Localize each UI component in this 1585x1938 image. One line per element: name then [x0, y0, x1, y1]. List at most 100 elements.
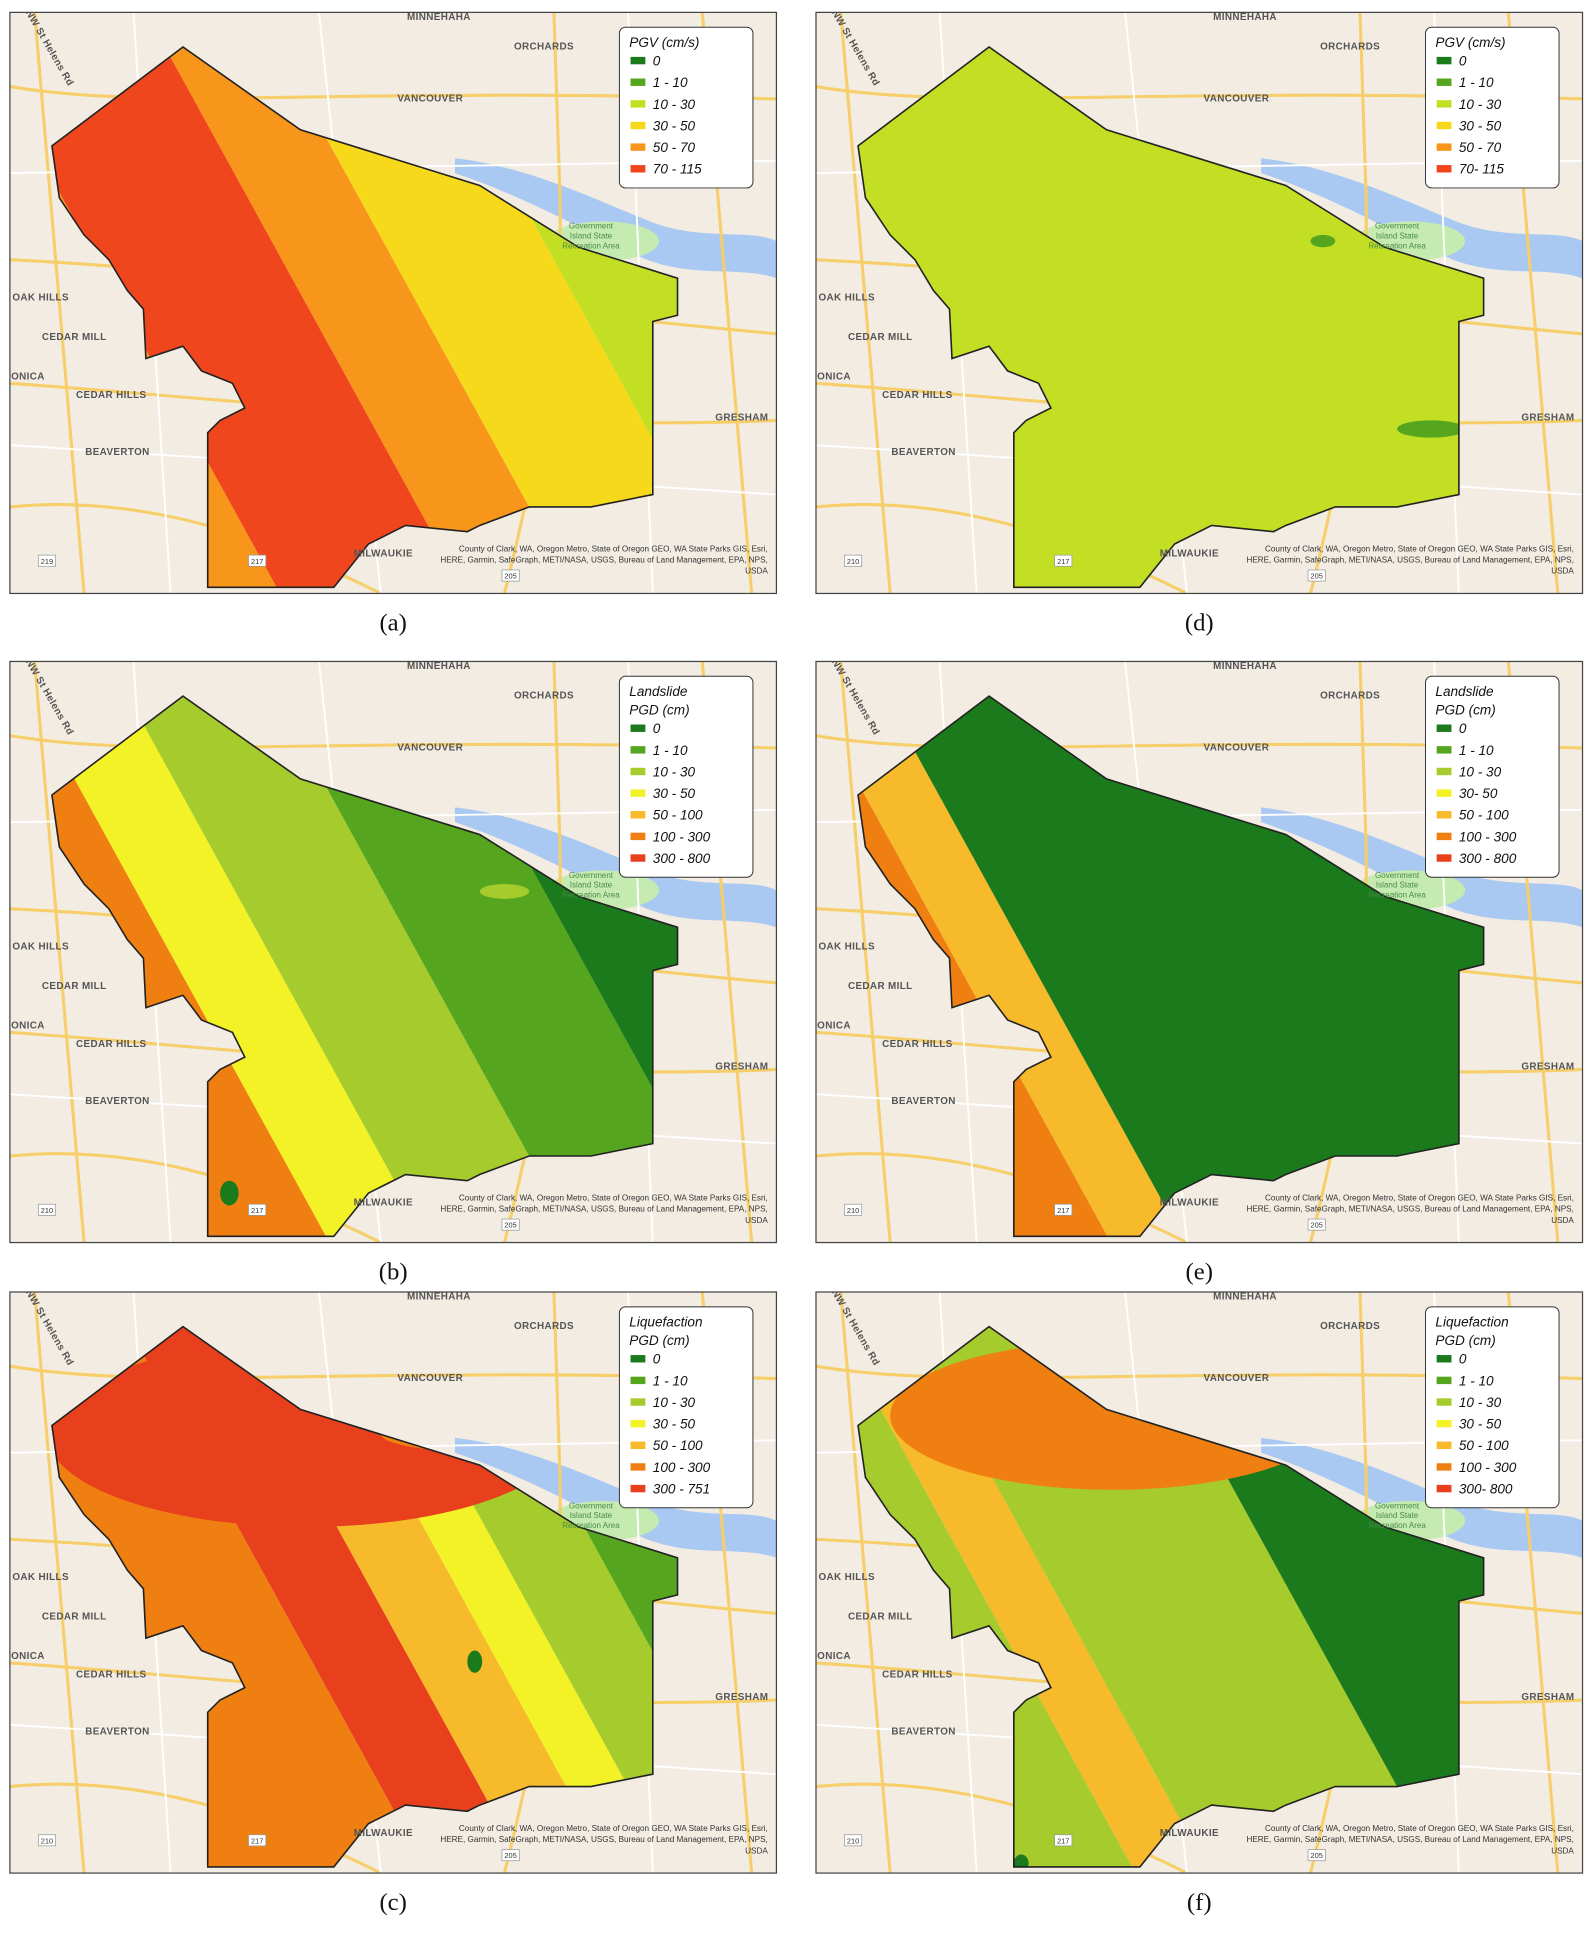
map-frame — [9, 660, 778, 1244]
legend-swatch — [630, 832, 646, 841]
legend-swatch — [1436, 165, 1452, 173]
legend-swatch — [1436, 1463, 1452, 1471]
place-label: CEDAR HILLS — [882, 1039, 953, 1050]
hazard-zone — [257, 46, 678, 588]
park-label: Government Island State Recreation Area — [562, 1501, 620, 1530]
place-label: OAK HILLS — [818, 1572, 875, 1583]
park-label: Government Island State Recreation Area — [562, 871, 620, 900]
road — [815, 85, 1583, 101]
legend-swatch — [1436, 811, 1452, 819]
shield — [37, 1203, 57, 1216]
shield-label: 217 — [251, 557, 263, 566]
park-label: Government Island State Recreation Area — [1368, 222, 1426, 251]
place-label: MINNEHAHA — [1213, 661, 1277, 672]
legend-swatch — [630, 854, 646, 862]
place-label: MINNEHAHA — [407, 661, 471, 672]
legend-title: Landslide — [1435, 684, 1494, 699]
legend-label: 1 - 10 — [653, 75, 688, 90]
shield-label: 210 — [41, 1836, 53, 1845]
place-label: CEDAR HILLS — [882, 390, 953, 401]
place-label: ORCHARDS — [514, 1321, 574, 1332]
attribution: HERE, Garmin, SafeGraph, METI/NASA, USGS… — [1246, 1205, 1573, 1214]
hazard-patch — [220, 1180, 239, 1206]
attribution: USDA — [745, 567, 768, 576]
legend-label: 10 - 30 — [1459, 1395, 1502, 1410]
shield-label: 205 — [1311, 1851, 1323, 1860]
legend-swatch — [1436, 78, 1452, 86]
city-boundary — [51, 695, 679, 1238]
place-label: BEAVERTON — [85, 1727, 149, 1738]
caption: (d) — [1185, 610, 1214, 637]
attribution: County of Clark, WA, Oregon Metro, State… — [459, 1824, 768, 1833]
legend-label: 30 - 50 — [653, 118, 696, 133]
park-label-line: Recreation Area — [1368, 242, 1426, 251]
place-label: VANCOUVER — [397, 742, 463, 753]
legend-swatch — [1436, 1376, 1452, 1385]
legend-swatch — [630, 165, 646, 173]
legend: Liquefaction PGD (cm) 0 1 - 10 10 - 30 30 - 5… — [1425, 1306, 1560, 1509]
legend-swatch — [1436, 854, 1452, 862]
park-label-line: Recreation Area — [1368, 1521, 1426, 1530]
legend-swatch — [1436, 789, 1452, 797]
legend-swatch — [1436, 1484, 1452, 1493]
hazard-zone — [108, 696, 577, 1237]
place-label: MONICA — [2, 1021, 44, 1032]
map-panel: MINNEHAHA ORCHARDS VANCOUVER OAK HILLS CEDAR… — [815, 1291, 1584, 1916]
park-label-line: Island State — [1376, 1511, 1419, 1520]
attribution: County of Clark, WA, Oregon Metro, State… — [459, 544, 768, 553]
place-label: OAK HILLS — [12, 292, 69, 303]
legend-label: 0 — [1459, 1352, 1467, 1367]
place-label: BEAVERTON — [85, 1096, 149, 1107]
legend-swatch — [630, 1398, 646, 1406]
river — [454, 158, 777, 279]
park-label-line: Island State — [1376, 232, 1419, 241]
legend-label: 0 — [1459, 721, 1467, 736]
attribution: County of Clark, WA, Oregon Metro, State… — [1265, 544, 1574, 553]
city-boundary — [857, 45, 1485, 589]
road — [9, 85, 777, 101]
shield — [248, 554, 267, 567]
shield-label: 210 — [847, 1206, 859, 1215]
legend-title: PGD (cm) — [1435, 1333, 1495, 1348]
legend-label: 30 - 50 — [1459, 118, 1502, 133]
place-label: CEDAR HILLS — [76, 1039, 147, 1050]
legend-label: 70 - 115 — [653, 162, 702, 177]
attribution: USDA — [1551, 1846, 1574, 1855]
place-label: CEDAR HILLS — [76, 390, 147, 401]
park-label: Government Island State Recreation Area — [1368, 1501, 1426, 1530]
hazard-patch — [479, 884, 530, 899]
map-panel: MINNEHAHA ORCHARDS VANCOUVER OAK HILLS CEDAR… — [809, 11, 1584, 637]
map-panel: MINNEHAHA ORCHARDS VANCOUVER OAK HILLS CEDAR… — [9, 11, 778, 637]
legend-label: 70- 115 — [1459, 162, 1504, 177]
road — [839, 1291, 892, 1874]
hazard-zone — [858, 46, 1484, 588]
legend-swatch — [630, 724, 646, 732]
legend-label: 30 - 50 — [653, 1417, 696, 1432]
legend-title: Landslide — [629, 684, 688, 699]
shield — [844, 554, 863, 567]
legend-swatch — [630, 1376, 646, 1385]
legend-label: 300 - 800 — [653, 851, 711, 866]
shield-label: 210 — [847, 557, 859, 566]
place-label: MILWAUKIE — [354, 548, 413, 559]
place-label: MONICA — [809, 372, 851, 383]
hazard-patch — [467, 1650, 483, 1673]
road — [9, 734, 777, 750]
legend-swatch — [630, 767, 646, 776]
place-label: VANCOUVER — [1203, 1373, 1269, 1384]
park-label-line: Island State — [570, 881, 613, 890]
legend-swatch — [1436, 767, 1452, 776]
caption: (b) — [379, 1259, 408, 1286]
legend-label: 10 - 30 — [653, 97, 696, 112]
place-label: CEDAR MILL — [848, 981, 913, 992]
shield-label: 210 — [847, 1836, 859, 1845]
legend-label: 1 - 10 — [1459, 743, 1494, 758]
hazard-zone — [858, 696, 1186, 1237]
legend: PGV (cm/s) 0 1 - 10 10 - 30 30 - 50 50 - 70 70… — [1425, 26, 1560, 189]
legend: Landslide PGD (cm) 0 1 - 10 10 - 30 30 - 50 50… — [618, 675, 754, 878]
legend-label: 300 - 751 — [653, 1482, 710, 1497]
place-label: MINNEHAHA — [407, 12, 471, 23]
attribution: HERE, Garmin, SafeGraph, METI/NASA, USGS… — [1246, 556, 1573, 565]
city-boundary — [51, 45, 679, 589]
